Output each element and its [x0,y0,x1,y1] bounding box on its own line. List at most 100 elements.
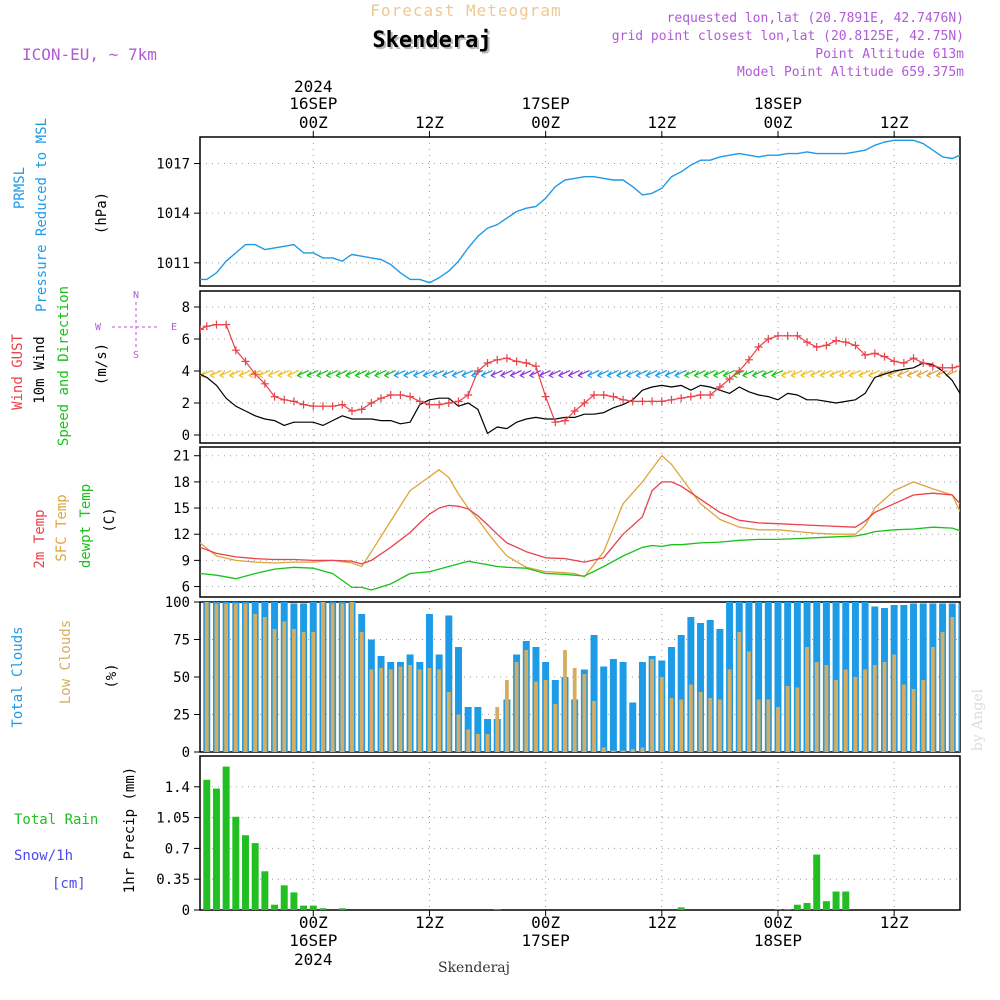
location-title-shadow: Skenderaj [374,30,493,55]
low-cloud-bar [882,662,887,752]
low-cloud-bar [456,714,461,752]
wind-direction-arrow-head [441,371,448,379]
low-cloud-bar [611,750,616,752]
low-cloud-bar [630,749,635,752]
total-cloud-bar [764,602,772,752]
gust-marker [406,392,415,401]
product-title: Forecast Meteogram [370,1,561,20]
wind-direction-arrow-head [693,371,699,379]
precip-ytick-label: 1.05 [156,811,190,827]
wind-direction-arrow-head [325,371,332,379]
wind-direction-arrow-head [422,371,428,379]
low-cloud-bar [717,699,722,752]
wind-direction-arrow-head [374,371,380,379]
wind-direction-arrow [868,370,881,377]
low-cloud-bar [747,651,751,752]
top-axis-label: 17SEP [522,94,570,113]
low-cloud-bar [301,632,306,752]
gust-marker [638,397,647,406]
wind-direction-arrow [500,370,513,377]
wind-direction-arrow [897,370,910,377]
low-cloud-bar [233,603,238,752]
total-cloud-bar [774,602,782,752]
wind-direction-arrow-head [780,371,787,379]
total-cloud-bar [910,603,918,752]
gust-marker [338,400,347,409]
wind-direction-arrow-head [616,371,622,379]
wind-direction-arrow [626,370,639,377]
wind-direction-arrow-head [925,371,932,379]
temperature-panel-labels: 2m Temp SFC Temp dewpt Temp (C) [32,484,118,569]
top-axis-label: 16SEP [289,94,337,113]
gust-marker [677,394,686,403]
gust-marker [280,395,289,404]
gust-marker [899,359,908,367]
wind-direction-arrow-head [722,371,729,379]
snow-label: Snow/1h [14,848,73,864]
wind-direction-arrow-head [296,371,303,379]
low-cloud-bar [940,632,945,752]
model-altitude: Model Point Altitude 659.375m [737,65,964,80]
wind-direction-arrow-head [654,371,661,379]
low-cloud-bar [427,668,432,752]
wind-direction-arrow-head [519,371,525,379]
wind-unit: (m/s) [94,343,110,385]
wind-direction-arrow-head [286,371,293,379]
low-cloud-bar [863,669,868,752]
wind-direction-arrow-head [412,371,419,379]
wind-direction-arrow [578,370,590,377]
wind-direction-arrow-head [800,371,806,379]
gust-marker [580,399,589,407]
rain-bar [338,908,346,910]
wind-direction-arrow [490,370,503,377]
gust-marker [928,362,937,371]
low-cloud-bar [311,632,316,752]
wind-direction-arrow [665,370,677,377]
clouds-ytick-label: 0 [182,745,190,761]
top-axis-label: 00Z [764,113,793,132]
wind-ytick-label: 0 [182,428,190,444]
wind-direction-arrow [568,370,580,377]
top-axis-label: 12Z [647,113,676,132]
wind-direction-arrow [336,370,348,377]
wind-direction-arrow [655,370,668,377]
low-cloud-bar [892,654,897,752]
total-cloud-bar [958,603,960,752]
low-cloud-bar [534,681,538,752]
temperature-ytick-label: 6 [182,580,190,596]
compass-rose: N S W E [95,290,177,361]
wind-direction-arrow [520,370,532,377]
gust-marker [309,402,318,411]
wind-direction-arrow-head [509,371,516,379]
rain-bar [309,905,317,910]
wind-direction-arrow-head [499,371,506,379]
rain-bar [784,909,792,910]
top-axis-label: 00Z [299,113,328,132]
wind-direction-arrow [229,370,242,377]
wind-direction-arrow [839,370,852,377]
wind-direction-arrow-head [935,371,941,379]
rain-bar [242,835,249,910]
wind-direction-arrow-head [625,371,632,379]
low-cloud-bar [659,677,664,752]
bottom-axis-label: 17SEP [522,931,570,950]
clouds-ytick-label: 50 [173,670,190,686]
precip-panel-labels: Total Rain Snow/1h [cm] 1hr Precip (mm) [14,767,138,893]
low-cloud-bar [824,665,829,752]
wind-direction-arrow [791,370,803,377]
top-axis-label: 00Z [531,113,560,132]
rain-bar [300,905,308,910]
rain-bar [813,854,821,910]
rain-bar [271,904,279,910]
gust-label: Wind GUST [10,334,26,410]
low-cloud-bar [901,684,906,752]
wind-direction-arrow-head [315,371,322,379]
wind-ytick-label: 4 [182,364,190,380]
clouds-panel: 0 25 50 75 100 [165,595,961,761]
wind-direction-arrow-head [858,371,864,379]
wind-direction-arrow-head [741,371,748,379]
pressure-line [200,139,960,284]
total-cloud-bar [600,666,608,752]
low-cloud-bar [437,669,442,752]
gust-marker [919,359,928,367]
